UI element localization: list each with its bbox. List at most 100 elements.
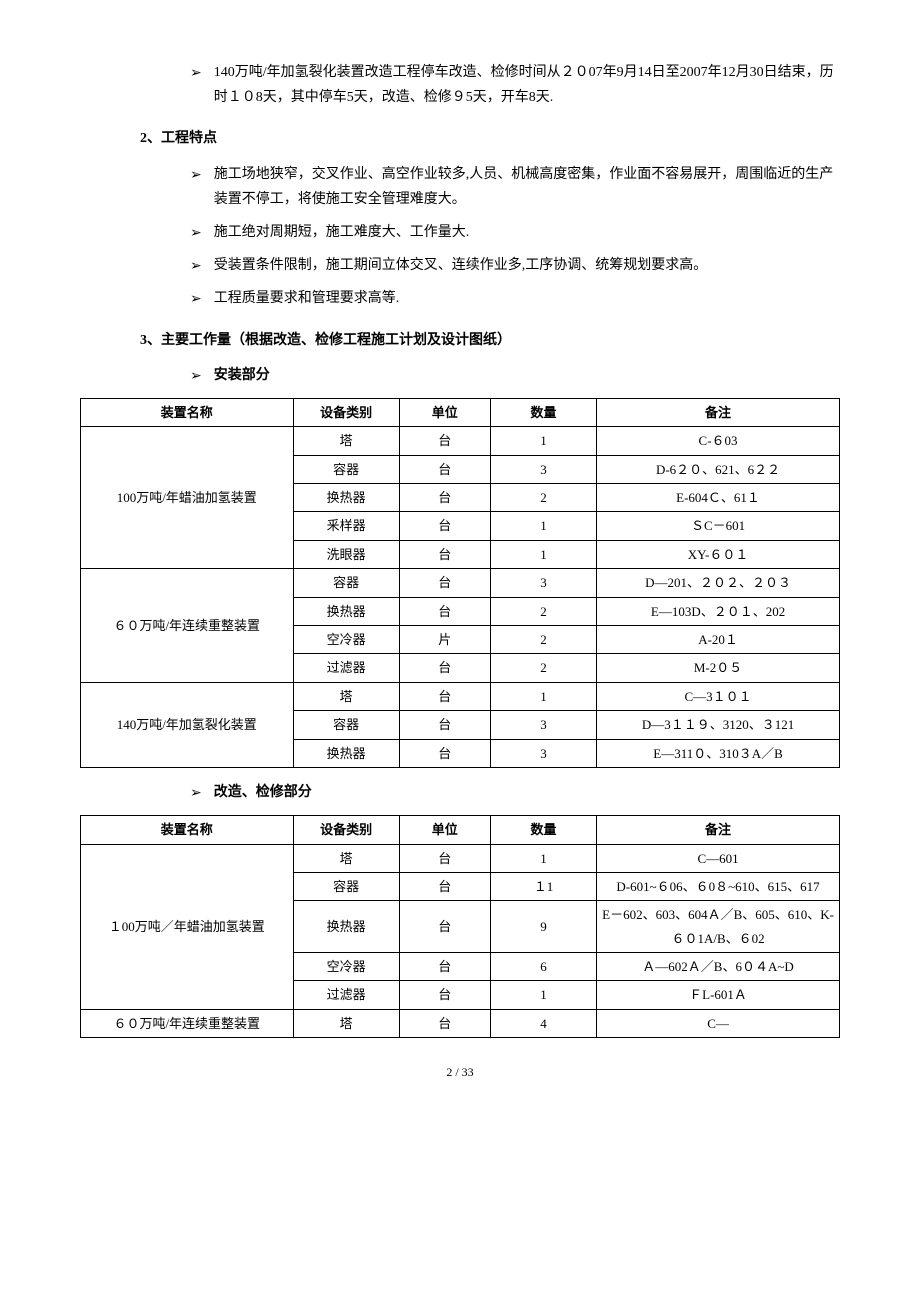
cell-qty: 1	[490, 981, 596, 1009]
cell-cat: 塔	[293, 844, 399, 872]
cell-unit: 台	[399, 427, 490, 455]
cell-device-name: ６０万吨/年连续重整装置	[81, 569, 294, 683]
cell-remark: A-20１	[597, 626, 840, 654]
cell-cat: 过滤器	[293, 654, 399, 682]
cell-cat: 容器	[293, 711, 399, 739]
bullet-text: 140万吨/年加氢裂化装置改造工程停车改造、检修时间从２０07年9月14日至20…	[214, 60, 840, 110]
cell-unit: 台	[399, 981, 490, 1009]
bullet-item: ➢ 工程质量要求和管理要求高等.	[80, 286, 840, 311]
th-quantity: 数量	[490, 816, 596, 844]
cell-unit: 台	[399, 540, 490, 568]
cell-qty: 3	[490, 711, 596, 739]
bullet-marker-icon: ➢	[190, 363, 202, 388]
cell-qty: 1	[490, 682, 596, 710]
cell-device-name: ６０万吨/年连续重整装置	[81, 1009, 294, 1037]
sub-heading-text: 改造、检修部分	[214, 780, 312, 805]
cell-qty: 1	[490, 512, 596, 540]
cell-remark: M-2０５	[597, 654, 840, 682]
bullet-marker-icon: ➢	[190, 253, 202, 278]
cell-remark: E－602、603、604Ａ／B、605、610、K-６０1A/B、６02	[597, 901, 840, 953]
th-category: 设备类别	[293, 816, 399, 844]
table-row: ６０万吨/年连续重整装置塔台4C—	[81, 1009, 840, 1037]
cell-cat: 空冷器	[293, 626, 399, 654]
cell-cat: 换热器	[293, 484, 399, 512]
bullet-item: ➢ 施工场地狭窄，交叉作业、高空作业较多,人员、机械高度密集，作业面不容易展开，…	[80, 162, 840, 212]
cell-cat: 容器	[293, 872, 399, 900]
cell-cat: 塔	[293, 1009, 399, 1037]
cell-unit: 台	[399, 901, 490, 953]
cell-remark: ＳC－601	[597, 512, 840, 540]
cell-remark: D-601~６06、６0８~610、615、617	[597, 872, 840, 900]
cell-unit: 台	[399, 1009, 490, 1037]
bullet-marker-icon: ➢	[190, 220, 202, 245]
cell-remark: E—311０、310３A／B	[597, 739, 840, 767]
th-category: 设备类别	[293, 398, 399, 426]
cell-remark: C—	[597, 1009, 840, 1037]
bullet-text: 受装置条件限制，施工期间立体交叉、连续作业多,工序协调、统筹规划要求高。	[214, 253, 840, 278]
cell-remark: D-6２０、621、6２２	[597, 455, 840, 483]
bullet-text: 施工场地狭窄，交叉作业、高空作业较多,人员、机械高度密集，作业面不容易展开，周围…	[214, 162, 840, 212]
section-2-heading: 2、工程特点	[140, 126, 840, 151]
bullet-item: ➢ 140万吨/年加氢裂化装置改造工程停车改造、检修时间从２０07年9月14日至…	[80, 60, 840, 110]
bullet-text: 工程质量要求和管理要求高等.	[214, 286, 840, 311]
cell-device-name: 100万吨/年蜡油加氢装置	[81, 427, 294, 569]
cell-unit: 片	[399, 626, 490, 654]
cell-remark: XY-６０１	[597, 540, 840, 568]
cell-remark: C—601	[597, 844, 840, 872]
cell-qty: 2	[490, 597, 596, 625]
cell-qty: 6	[490, 953, 596, 981]
sub-heading: ➢ 改造、检修部分	[190, 780, 840, 805]
cell-device-name: １00万吨／年蜡油加氢装置	[81, 844, 294, 1009]
cell-remark: C—3１０１	[597, 682, 840, 710]
cell-remark: D—201、２０２、２０３	[597, 569, 840, 597]
cell-cat: 容器	[293, 455, 399, 483]
table-row: 140万吨/年加氢裂化装置塔台1C—3１０１	[81, 682, 840, 710]
cell-qty: 4	[490, 1009, 596, 1037]
bullet-marker-icon: ➢	[190, 780, 202, 805]
table-row: 100万吨/年蜡油加氢装置塔台1C-６03	[81, 427, 840, 455]
th-remark: 备注	[597, 816, 840, 844]
repair-table: 装置名称 设备类别 单位 数量 备注 １00万吨／年蜡油加氢装置塔台1C—601…	[80, 815, 840, 1038]
cell-qty: 2	[490, 626, 596, 654]
cell-remark: E-604Ｃ、61１	[597, 484, 840, 512]
page-footer: 2 / 33	[80, 1062, 840, 1084]
table-row: １00万吨／年蜡油加氢装置塔台1C—601	[81, 844, 840, 872]
cell-unit: 台	[399, 455, 490, 483]
cell-unit: 台	[399, 654, 490, 682]
cell-qty: １1	[490, 872, 596, 900]
cell-cat: 换热器	[293, 739, 399, 767]
table-header-row: 装置名称 设备类别 单位 数量 备注	[81, 398, 840, 426]
cell-remark: C-６03	[597, 427, 840, 455]
cell-unit: 台	[399, 597, 490, 625]
cell-cat: 容器	[293, 569, 399, 597]
bullet-item: ➢ 受装置条件限制，施工期间立体交叉、连续作业多,工序协调、统筹规划要求高。	[80, 253, 840, 278]
cell-unit: 台	[399, 569, 490, 597]
cell-remark: D—3１１９、3120、３121	[597, 711, 840, 739]
table-header-row: 装置名称 设备类别 单位 数量 备注	[81, 816, 840, 844]
cell-remark: Ａ—602Ａ／B、6０４A~D	[597, 953, 840, 981]
sub-heading: ➢ 安装部分	[190, 363, 840, 388]
cell-qty: 3	[490, 569, 596, 597]
table-row: ６０万吨/年连续重整装置容器台3D—201、２０２、２０３	[81, 569, 840, 597]
cell-cat: 换热器	[293, 901, 399, 953]
th-unit: 单位	[399, 398, 490, 426]
cell-unit: 台	[399, 682, 490, 710]
cell-qty: 9	[490, 901, 596, 953]
cell-remark: ＦL-601Ａ	[597, 981, 840, 1009]
cell-cat: 洗眼器	[293, 540, 399, 568]
cell-qty: 1	[490, 427, 596, 455]
cell-unit: 台	[399, 739, 490, 767]
th-unit: 单位	[399, 816, 490, 844]
th-name: 装置名称	[81, 398, 294, 426]
cell-qty: 3	[490, 455, 596, 483]
cell-cat: 过滤器	[293, 981, 399, 1009]
cell-cat: 换热器	[293, 597, 399, 625]
th-name: 装置名称	[81, 816, 294, 844]
cell-qty: 2	[490, 654, 596, 682]
cell-cat: 空冷器	[293, 953, 399, 981]
cell-unit: 台	[399, 484, 490, 512]
section-3-heading: 3、主要工作量（根据改造、检修工程施工计划及设计图纸）	[140, 328, 840, 353]
th-remark: 备注	[597, 398, 840, 426]
cell-unit: 台	[399, 844, 490, 872]
cell-cat: 釆样器	[293, 512, 399, 540]
